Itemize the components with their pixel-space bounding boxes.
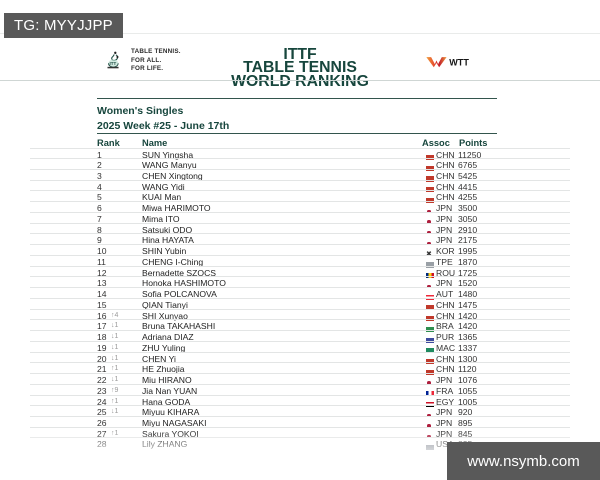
svg-text:ITT: ITT bbox=[109, 61, 116, 66]
svg-text:WTT: WTT bbox=[449, 58, 469, 68]
